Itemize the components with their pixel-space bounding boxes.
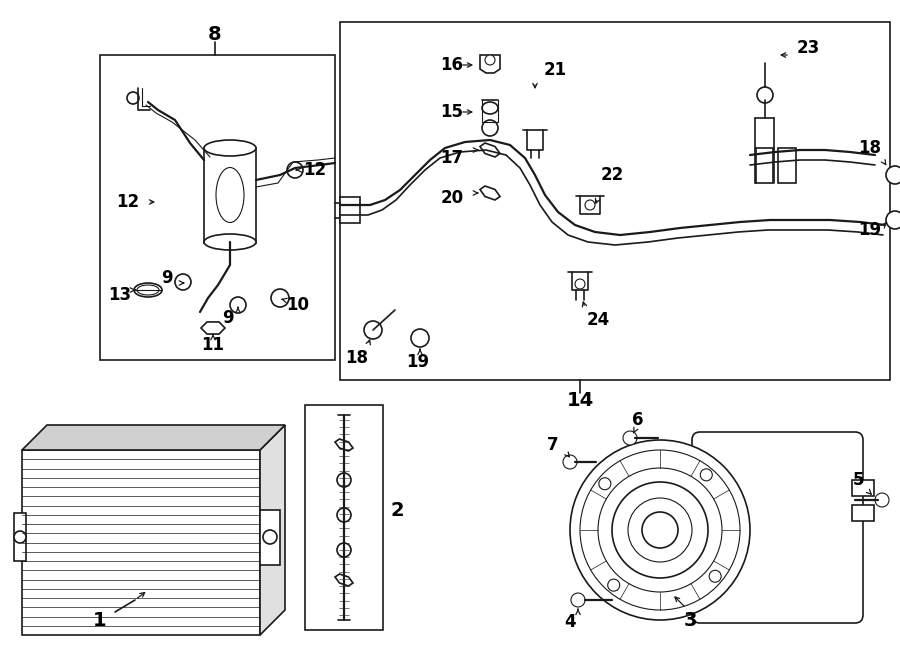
Circle shape: [612, 482, 708, 578]
Circle shape: [287, 162, 303, 178]
Text: 17: 17: [440, 149, 464, 167]
Circle shape: [411, 329, 429, 347]
Polygon shape: [480, 55, 500, 73]
Polygon shape: [22, 450, 260, 635]
Text: 18: 18: [859, 139, 881, 157]
Ellipse shape: [204, 234, 256, 250]
Circle shape: [14, 531, 26, 543]
Text: 10: 10: [286, 296, 310, 314]
Text: 19: 19: [859, 221, 882, 239]
Text: 14: 14: [566, 391, 594, 410]
Text: 20: 20: [440, 189, 464, 207]
Circle shape: [709, 570, 721, 582]
Polygon shape: [480, 143, 500, 157]
Ellipse shape: [137, 285, 159, 295]
Text: 21: 21: [544, 61, 567, 79]
Circle shape: [570, 440, 750, 620]
Text: 22: 22: [600, 166, 624, 184]
Text: 15: 15: [440, 103, 464, 121]
Polygon shape: [260, 425, 285, 635]
Bar: [852, 505, 874, 521]
Bar: [100, 55, 335, 360]
Bar: [852, 480, 874, 496]
Text: 12: 12: [303, 161, 327, 179]
Text: 8: 8: [208, 26, 221, 44]
Text: 18: 18: [346, 349, 368, 367]
Circle shape: [575, 279, 585, 289]
Circle shape: [886, 211, 900, 229]
Text: 9: 9: [161, 269, 173, 287]
Circle shape: [364, 321, 382, 339]
Ellipse shape: [204, 140, 256, 156]
Circle shape: [485, 55, 495, 65]
Circle shape: [271, 289, 289, 307]
Ellipse shape: [216, 167, 244, 223]
Bar: [260, 510, 280, 565]
Circle shape: [563, 455, 577, 469]
Text: 7: 7: [547, 436, 559, 454]
Polygon shape: [22, 425, 285, 450]
Circle shape: [337, 508, 351, 522]
Polygon shape: [335, 574, 353, 586]
Bar: [204, 148, 256, 243]
Text: 11: 11: [202, 336, 224, 354]
Circle shape: [598, 478, 611, 490]
Circle shape: [337, 473, 351, 487]
Circle shape: [175, 274, 191, 290]
Circle shape: [642, 512, 678, 548]
Text: 24: 24: [587, 311, 609, 329]
Text: 12: 12: [116, 193, 140, 211]
Text: 9: 9: [222, 309, 234, 327]
Text: 16: 16: [440, 56, 464, 74]
Ellipse shape: [482, 102, 498, 114]
Bar: [305, 405, 383, 630]
Bar: [755, 148, 773, 183]
Circle shape: [598, 468, 722, 592]
Circle shape: [757, 87, 773, 103]
Circle shape: [127, 92, 139, 104]
Polygon shape: [480, 186, 500, 200]
Text: 2: 2: [390, 500, 403, 520]
Circle shape: [608, 579, 620, 591]
Text: 1: 1: [94, 611, 107, 629]
FancyBboxPatch shape: [692, 432, 863, 623]
Circle shape: [571, 593, 585, 607]
Circle shape: [886, 166, 900, 184]
Text: 19: 19: [407, 353, 429, 371]
Circle shape: [585, 200, 595, 210]
Circle shape: [337, 543, 351, 557]
Text: 3: 3: [683, 611, 697, 629]
Text: 23: 23: [796, 39, 820, 57]
Circle shape: [230, 297, 246, 313]
Text: 6: 6: [632, 411, 644, 429]
Bar: [14, 513, 26, 561]
Text: 13: 13: [108, 286, 131, 304]
Text: 5: 5: [852, 471, 864, 489]
Bar: [340, 22, 890, 380]
Circle shape: [580, 450, 740, 610]
Polygon shape: [201, 322, 225, 334]
Bar: [340, 197, 360, 223]
Polygon shape: [335, 439, 353, 451]
Circle shape: [628, 498, 692, 562]
Bar: [778, 148, 796, 183]
Circle shape: [875, 493, 889, 507]
Ellipse shape: [134, 283, 162, 297]
Circle shape: [482, 120, 498, 136]
Circle shape: [623, 431, 637, 445]
Circle shape: [700, 469, 712, 481]
Circle shape: [263, 530, 277, 544]
Text: 4: 4: [564, 613, 576, 631]
